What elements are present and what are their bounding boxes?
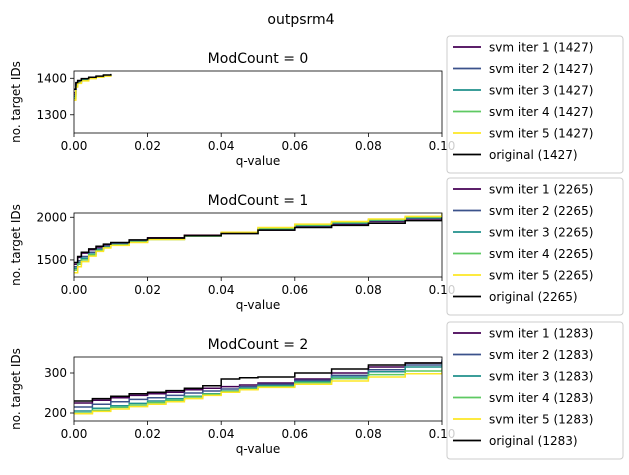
x-tick-label: 0.00 [61, 139, 88, 153]
x-tick-label: 0.00 [61, 427, 88, 441]
x-tick-label: 0.06 [281, 283, 308, 297]
legend-entry: svm iter 1 (1283) [489, 327, 593, 341]
y-tick-label: 200 [44, 406, 67, 420]
legend-entry: svm iter 4 (1283) [489, 391, 593, 405]
x-tick-label: 0.08 [355, 283, 382, 297]
legend-entry: svm iter 3 (2265) [489, 226, 593, 240]
series-line-5 [74, 217, 442, 264]
legend-entry: original (1427) [489, 148, 578, 162]
x-axis-label: q-value [236, 154, 280, 168]
legend: svm iter 1 (1283) svm iter 2 (1283) svm it… [446, 321, 624, 460]
x-tick-label: 0.08 [355, 139, 382, 153]
y-tick-label: 300 [44, 366, 67, 380]
x-tick-label: 0.00 [61, 283, 88, 297]
axes-frame [73, 356, 443, 422]
x-tick-label: 0.04 [208, 283, 235, 297]
legend-frame [446, 35, 624, 174]
legend-entry: original (1283) [489, 434, 578, 448]
legend-entry: svm iter 1 (1427) [489, 41, 593, 55]
legend-entry: svm iter 4 (1427) [489, 105, 593, 119]
y-axis-label: no. target IDs [9, 61, 23, 143]
x-tick-label: 0.02 [134, 283, 161, 297]
axes-frame [73, 70, 443, 134]
subplot-1: ModCount = 10.00 0.02 0.04 0.06 0.08 0.10q-va… [9, 177, 624, 316]
series-line-5 [74, 361, 442, 402]
subplot-title: ModCount = 0 [208, 51, 309, 67]
legend-entry: original (2265) [489, 290, 578, 304]
legend-frame [446, 177, 624, 316]
x-tick-label: 0.04 [208, 427, 235, 441]
subplot-title: ModCount = 2 [208, 337, 309, 353]
series-line-4 [74, 371, 442, 415]
x-tick-label: 0.04 [208, 139, 235, 153]
y-tick-label: 1500 [36, 253, 67, 267]
series-lines [74, 359, 442, 415]
subplot-0: ModCount = 00.00 0.02 0.04 0.06 0.08 0.10q-va… [9, 35, 624, 174]
x-tick-label: 0.06 [281, 427, 308, 441]
x-tick-label: 0.02 [134, 139, 161, 153]
x-tick-label: 0.08 [355, 427, 382, 441]
y-tick-label: 1300 [36, 108, 67, 122]
legend-entry: svm iter 4 (2265) [489, 247, 593, 261]
legend-entry: svm iter 3 (1427) [489, 84, 593, 98]
figure-suptitle: outpsrm4 [267, 12, 334, 28]
y-axis-label: no. target IDs [9, 348, 23, 430]
series-line-5 [74, 73, 112, 90]
legend-frame [446, 321, 624, 460]
legend: svm iter 1 (2265) svm iter 2 (2265) svm it… [446, 177, 624, 316]
series-lines [74, 213, 442, 274]
subplot-2: ModCount = 20.00 0.02 0.04 0.06 0.08 0.10q-va… [9, 321, 624, 460]
y-tick-label: 2000 [36, 210, 67, 224]
legend: svm iter 1 (1427) svm iter 2 (1427) svm it… [446, 35, 624, 174]
x-axis-label: q-value [236, 442, 280, 456]
legend-entry: svm iter 5 (2265) [489, 269, 593, 283]
legend-entry: svm iter 3 (1283) [489, 370, 593, 384]
subplots: ModCount = 00.00 0.02 0.04 0.06 0.08 0.10q-va… [9, 35, 624, 460]
legend-entry: svm iter 1 (2265) [489, 183, 593, 197]
legend-entry: svm iter 2 (1427) [489, 62, 593, 76]
x-tick-label: 0.02 [134, 427, 161, 441]
x-axis-label: q-value [236, 298, 280, 312]
legend-entry: svm iter 5 (1283) [489, 413, 593, 427]
x-tick-label: 0.06 [281, 139, 308, 153]
y-tick-label: 1400 [36, 71, 67, 85]
legend-entry: svm iter 5 (1427) [489, 127, 593, 141]
axes-frame [73, 212, 443, 278]
y-axis-label: no. target IDs [9, 204, 23, 286]
legend-entry: svm iter 2 (1283) [489, 348, 593, 362]
legend-entry: svm iter 2 (2265) [489, 204, 593, 218]
series-lines [74, 73, 112, 101]
subplot-title: ModCount = 1 [208, 193, 309, 209]
